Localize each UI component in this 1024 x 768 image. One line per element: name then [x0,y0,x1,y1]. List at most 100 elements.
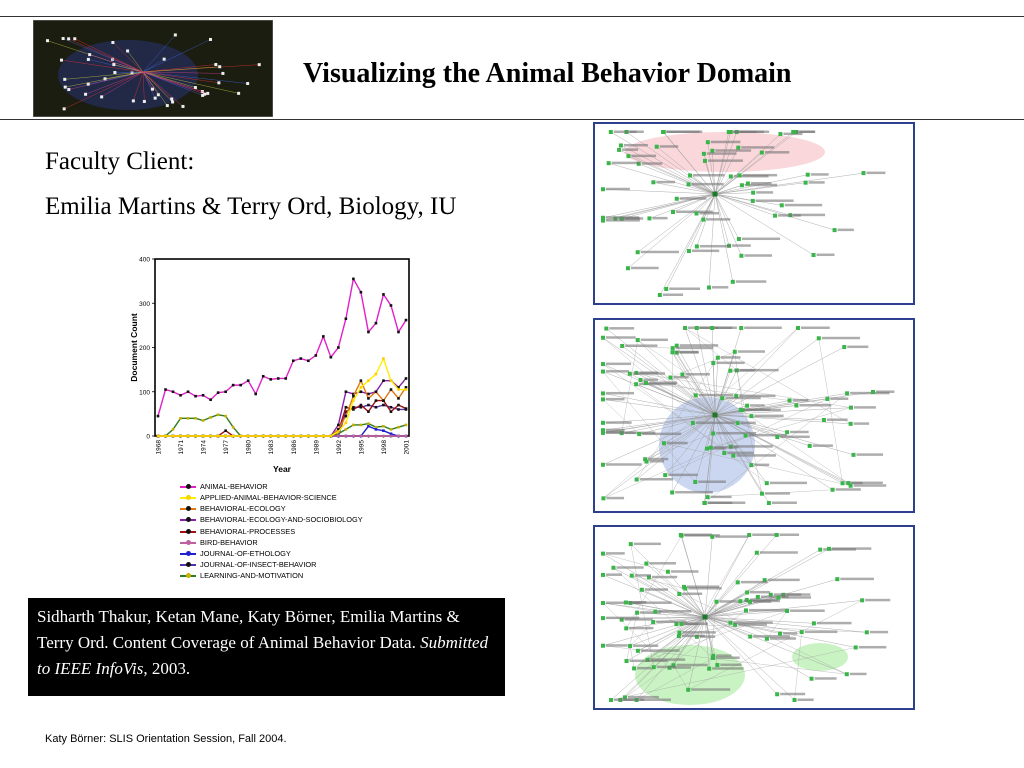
thumbnail-node [181,104,185,108]
node-label-mark [632,372,666,375]
data-point [397,386,400,389]
network-node [674,196,679,201]
network-edge [645,382,790,401]
network-node [827,546,832,551]
data-point [186,434,190,438]
node-label-mark [644,588,668,591]
network-node [768,592,773,597]
header-top-rule [0,16,1024,17]
thumbnail-edge [142,71,219,84]
thumbnail-node [206,91,210,95]
legend-marker [186,495,191,501]
network-node [701,217,706,222]
network-edge [734,351,743,411]
network-node [778,631,783,636]
network-edge [602,602,670,668]
network-edge [714,400,790,416]
network-edge [704,393,848,504]
node-label-mark [633,601,672,604]
x-tick-label: 1992 [336,440,343,455]
network-edge [602,363,734,456]
network-node [710,326,715,330]
data-point [367,330,370,334]
network-edge [602,414,716,431]
network-node [674,622,679,627]
thumbnail-node [45,39,49,43]
network-node [634,382,639,387]
network-node [657,293,662,297]
data-point [359,386,363,389]
network-node [764,481,769,486]
node-label-mark [642,432,682,436]
thumbnail-node [150,87,154,91]
legend-item: BEHAVIORAL-ECOLOGY-AND-SOCIOBIOLOGY [180,514,400,525]
network-node [774,533,779,537]
citation-box: Sidharth Thakur, Ketan Mane, Katy Börner… [28,598,505,696]
thumbnail-node [100,95,104,99]
data-point [397,434,400,438]
thumbnail-edge [142,71,208,94]
network-edge [622,345,716,416]
node-label-mark [675,350,699,354]
network-edge [603,414,716,499]
faculty-names: Emilia Martins & Terry Ord, Biology, IU [45,193,457,220]
network-edge [629,645,635,669]
data-point [231,434,235,438]
thumbnail-node [86,82,90,86]
node-label-mark [707,159,743,162]
network-edge [624,616,706,698]
network-node [816,336,821,341]
data-point [374,434,378,438]
node-label-mark [735,280,767,283]
network-edge [602,574,706,618]
data-point [322,434,325,438]
network-edge [704,616,867,633]
thumbnail-edge [142,71,239,94]
thumbnail-node [131,99,135,103]
thumbnail-edge [114,71,144,73]
node-label-mark [606,216,640,219]
network-node [676,634,681,639]
node-label-mark [716,361,745,365]
network-node [710,534,715,539]
network-node [635,338,640,343]
node-label-mark [720,663,742,667]
network-edge [794,632,802,701]
network-edge [653,182,716,195]
network-node [731,453,736,458]
data-point [397,408,400,411]
network-node [853,645,858,650]
node-label-mark [631,154,657,158]
network-node [715,663,720,668]
node-label-mark [706,152,737,155]
network-node [715,355,720,360]
network-node [745,181,750,186]
network-graph-top [601,130,886,297]
node-label-mark [640,611,662,614]
network-edge [696,193,716,214]
node-label-mark [688,587,722,590]
network-edge [602,337,716,416]
network-edge [714,147,739,195]
network-edge [636,414,716,480]
node-label-mark [847,345,869,349]
network-edge [704,616,812,679]
node-label-mark [633,644,659,647]
network-node [840,481,845,486]
network-node [661,441,666,446]
node-label-mark [681,634,705,638]
network-node [720,396,725,401]
network-node [733,622,738,627]
data-point [337,430,340,433]
thumbnail-node [112,63,116,67]
legend-label: JOURNAL-OF-ETHOLOGY [200,548,291,558]
node-label-mark [670,570,699,573]
network-edge [704,616,814,624]
node-label-mark [679,344,719,347]
node-label-mark [622,148,638,151]
network-node [844,672,849,677]
data-point [382,379,385,382]
legend-label: ANIMAL-BEHAVIOR [200,482,268,491]
node-label-mark [797,698,814,701]
network-node [627,371,632,376]
